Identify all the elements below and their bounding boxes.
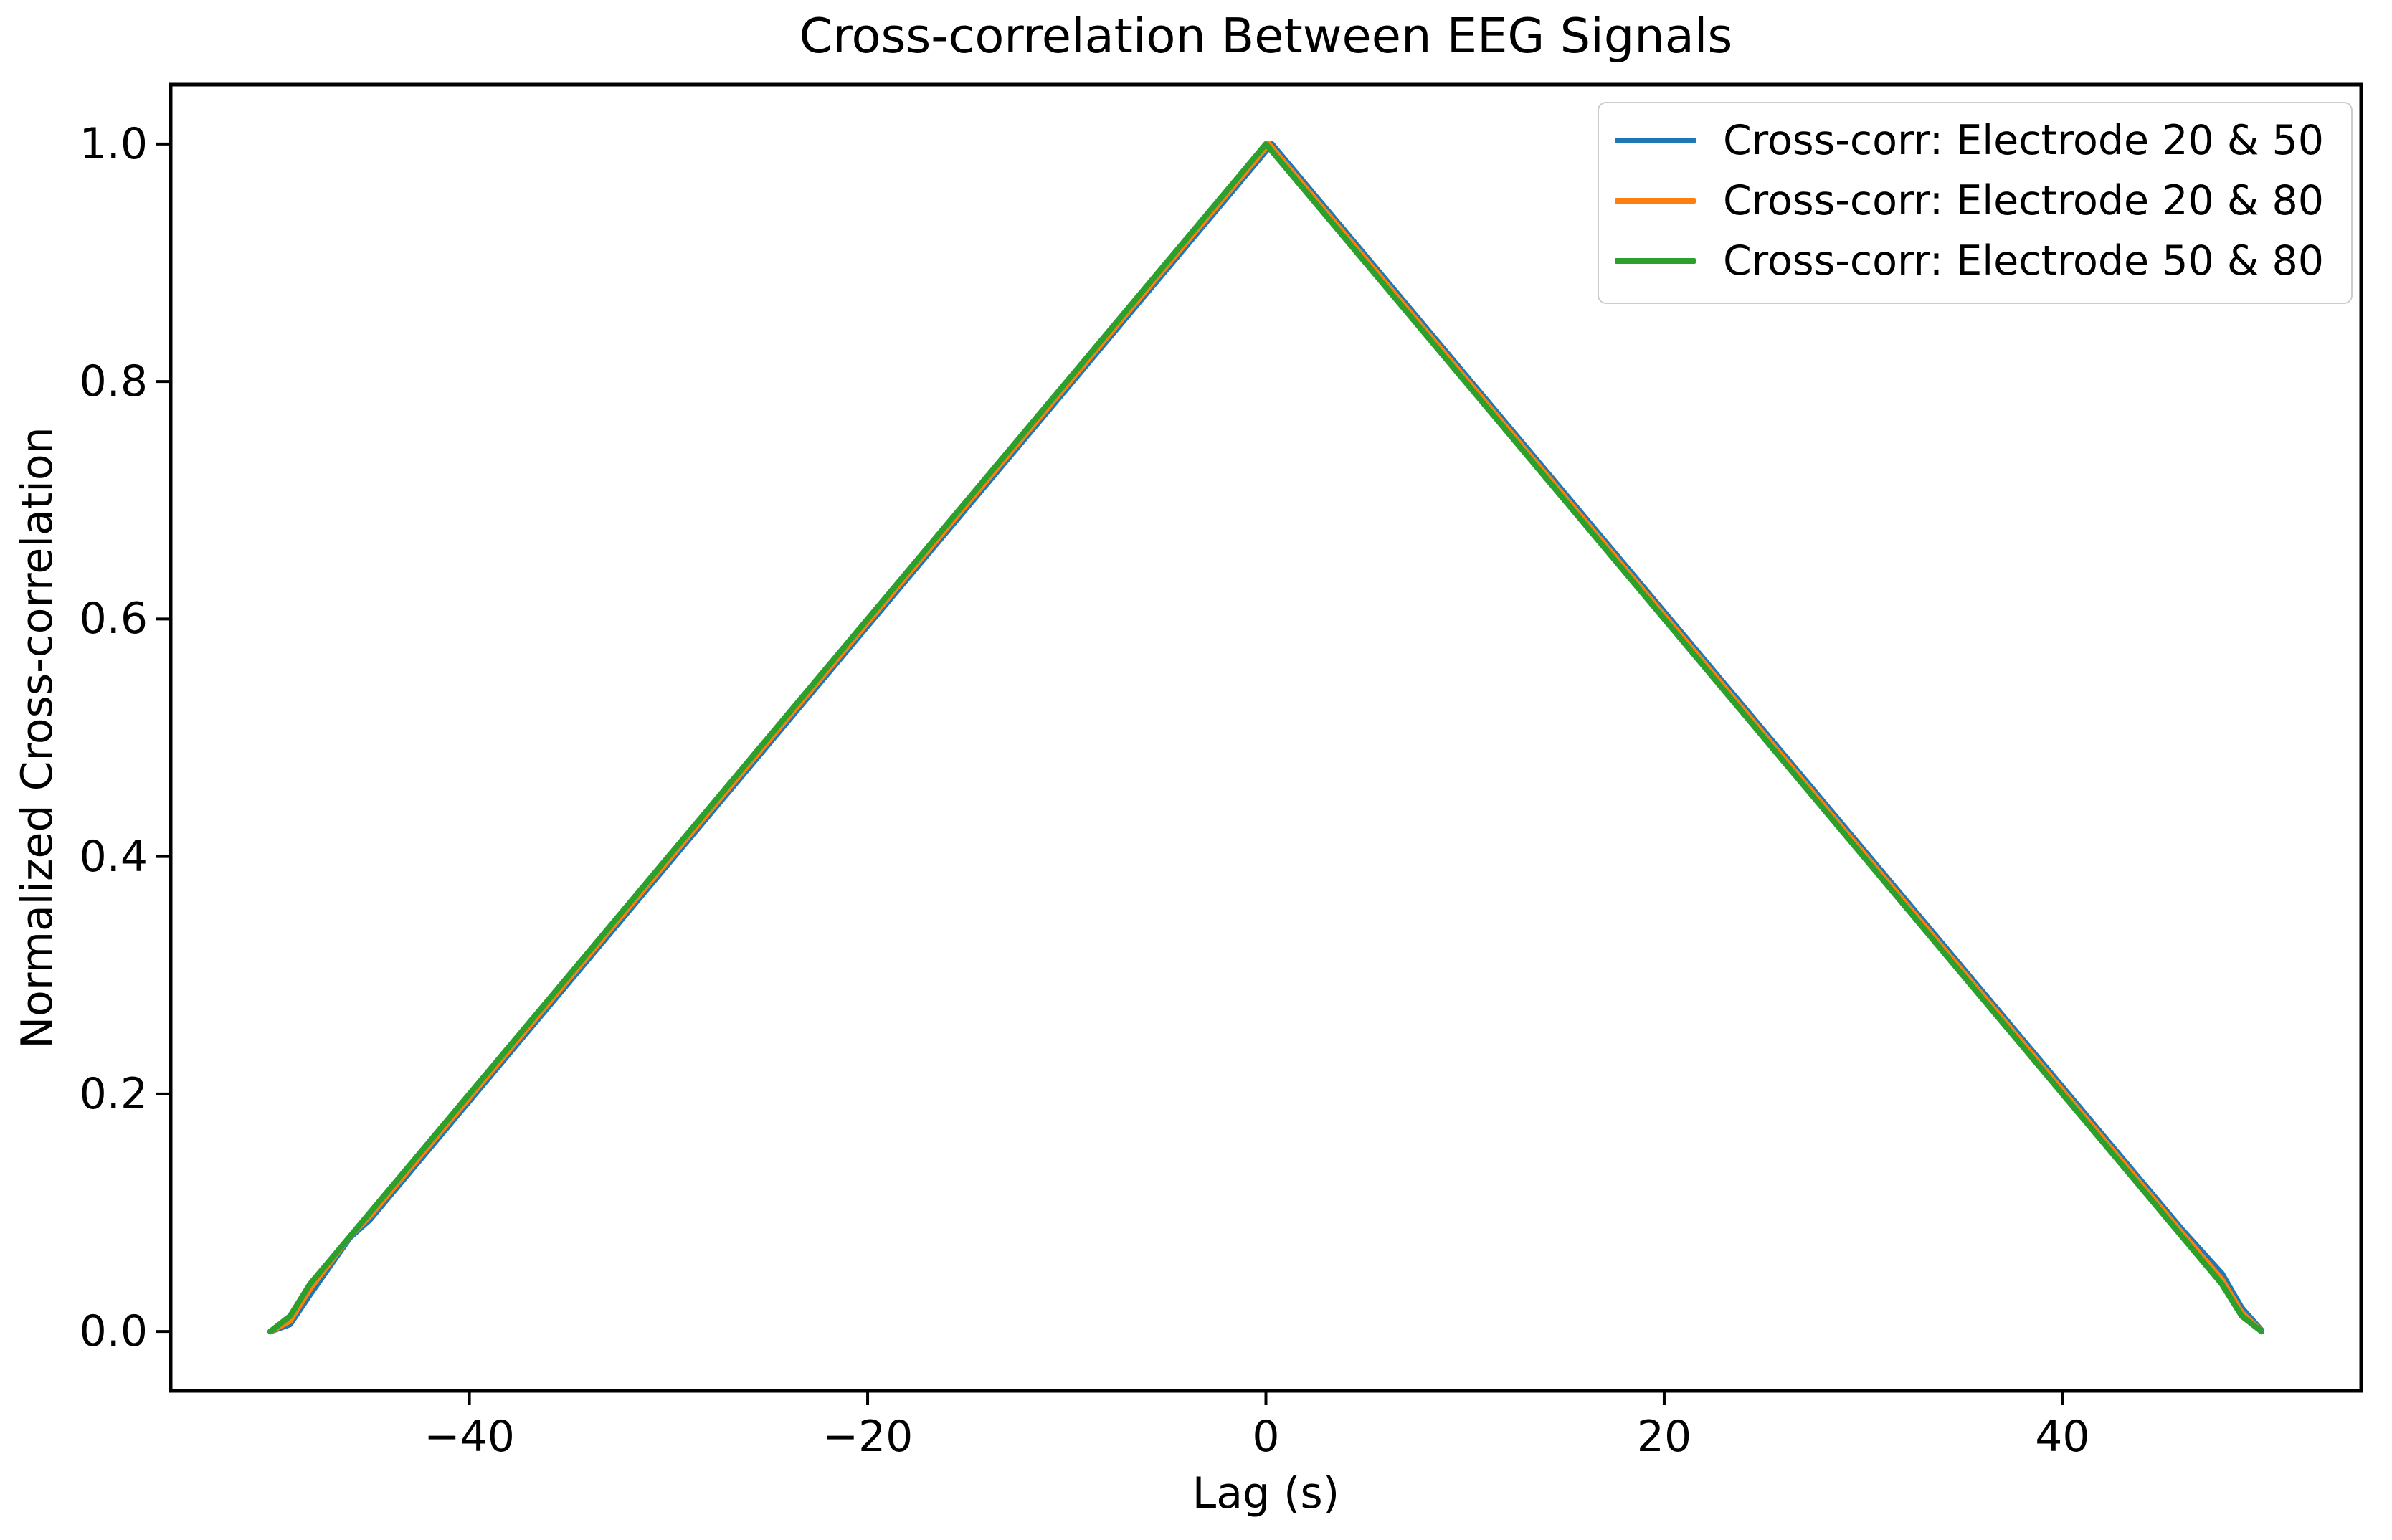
legend-line-sample (1615, 138, 1696, 143)
legend-item-label: Cross-corr: Electrode 50 & 80 (1723, 237, 2324, 285)
legend-line-sample (1615, 198, 1696, 204)
x-tick-label: 0 (1252, 1412, 1280, 1462)
x-tick-label: −20 (822, 1412, 913, 1462)
y-tick-label: 0.2 (79, 1068, 148, 1119)
y-tick-label: 0.8 (79, 356, 148, 407)
y-tick-label: 0.0 (79, 1306, 148, 1357)
legend-item: Cross-corr: Electrode 20 & 80 (1615, 171, 2324, 231)
x-tick-label: −40 (424, 1412, 515, 1462)
x-tick-label: 20 (1636, 1412, 1692, 1462)
legend-item-label: Cross-corr: Electrode 20 & 50 (1723, 117, 2324, 164)
chart-title: Cross-correlation Between EEG Signals (799, 8, 1733, 64)
legend: Cross-corr: Electrode 20 & 50 Cross-corr:… (1598, 102, 2353, 304)
series-line-1 (267, 141, 2265, 1335)
plot-frame (169, 82, 2363, 1393)
legend-item-label: Cross-corr: Electrode 20 & 80 (1723, 177, 2324, 224)
legend-line-sample (1615, 258, 1696, 264)
y-tick-label: 1.0 (79, 118, 148, 169)
y-tick-label: 0.6 (79, 594, 148, 645)
x-axis-label: Lag (s) (1192, 1468, 1340, 1518)
y-axis-label: Normalized Cross-correlation (12, 427, 62, 1049)
y-tick-label: 0.4 (79, 831, 148, 882)
x-tick-label: 40 (2035, 1412, 2090, 1462)
legend-item: Cross-corr: Electrode 50 & 80 (1615, 231, 2324, 291)
legend-item: Cross-corr: Electrode 20 & 50 (1615, 110, 2324, 171)
series-line-2 (267, 141, 2265, 1335)
series-line-3 (267, 141, 2265, 1335)
